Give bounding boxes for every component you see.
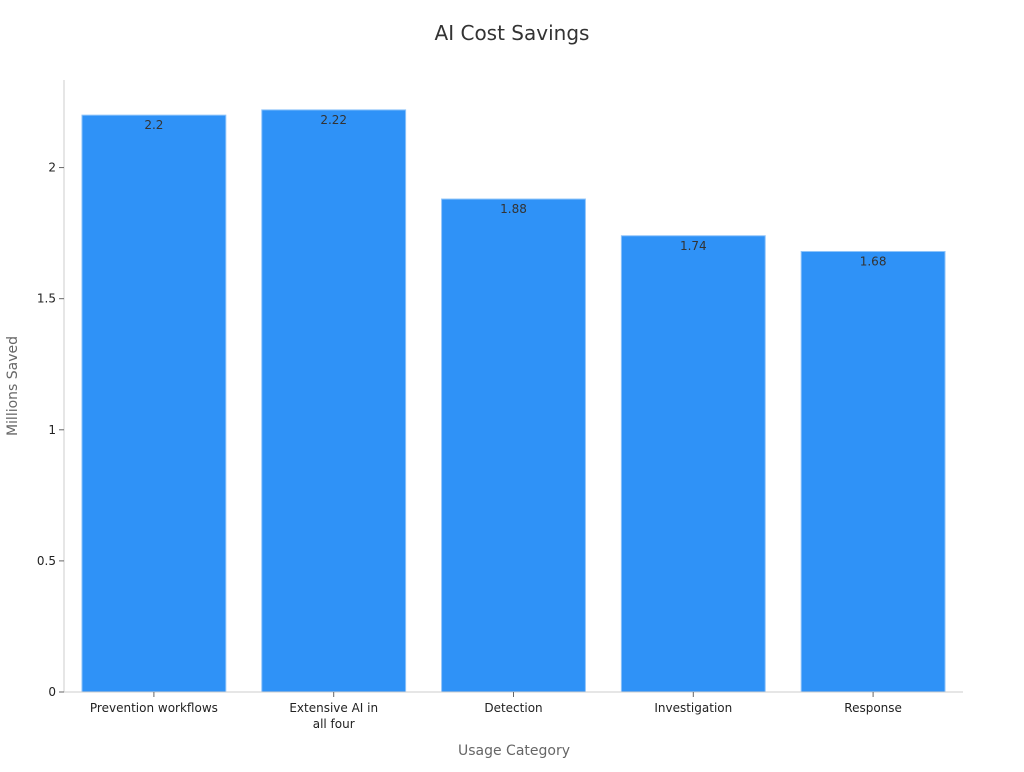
y-axis-title: Millions Saved xyxy=(5,336,21,436)
y-tick-label-3: 1.5 xyxy=(37,292,56,306)
bars-layer xyxy=(81,109,946,693)
data-label-2: 1.88 xyxy=(500,202,527,216)
bar-3 xyxy=(620,235,766,693)
y-ticks-layer: 0 0.5 1 1.5 2 xyxy=(37,161,64,699)
x-ticks-layer: Prevention workflows Extensive AI in all f… xyxy=(90,692,902,731)
y-tick-label-2: 1 xyxy=(48,423,56,437)
x-tick-label-2: Detection xyxy=(484,701,542,715)
x-tick-label-1: Extensive AI in all four xyxy=(289,701,378,731)
data-labels-layer: 2.2 2.22 1.88 1.74 1.68 xyxy=(144,113,886,269)
x-axis-title: Usage Category xyxy=(458,743,570,759)
bar-1 xyxy=(261,109,407,693)
data-label-3: 1.74 xyxy=(680,239,707,253)
x-tick-label-line: Detection xyxy=(484,701,542,715)
x-tick-label-4: Response xyxy=(844,701,902,715)
y-tick-label-0: 0 xyxy=(48,685,56,699)
chart-title: AI Cost Savings xyxy=(435,21,590,45)
data-label-0: 2.2 xyxy=(144,118,163,132)
y-tick-label-4: 2 xyxy=(48,161,56,175)
x-tick-label-0: Prevention workflows xyxy=(90,701,218,715)
x-tick-label-line: Response xyxy=(844,701,902,715)
x-tick-label-3: Investigation xyxy=(654,701,732,715)
bar-0 xyxy=(81,114,227,693)
bar-4 xyxy=(800,250,946,693)
x-tick-label-line: Investigation xyxy=(654,701,732,715)
bar-2 xyxy=(441,198,586,693)
data-label-1: 2.22 xyxy=(320,113,347,127)
x-tick-label-line: Prevention workflows xyxy=(90,701,218,715)
x-tick-label-line: all four xyxy=(313,717,355,731)
y-tick-label-1: 0.5 xyxy=(37,554,56,568)
x-tick-label-line: Extensive AI in xyxy=(289,701,378,715)
data-label-4: 1.68 xyxy=(860,254,887,268)
